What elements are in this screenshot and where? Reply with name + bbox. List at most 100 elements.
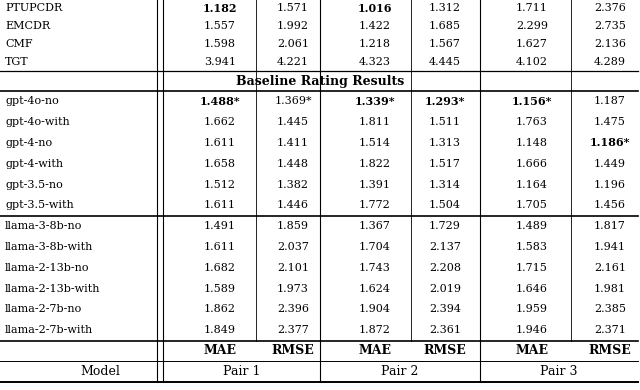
- Text: gpt-4-with: gpt-4-with: [5, 159, 63, 169]
- Text: 2.394: 2.394: [429, 304, 461, 314]
- Text: MAE: MAE: [515, 344, 548, 357]
- Text: 1.624: 1.624: [359, 284, 391, 294]
- Text: 1.658: 1.658: [204, 159, 236, 169]
- Text: 1.567: 1.567: [429, 39, 461, 50]
- Text: 1.512: 1.512: [204, 179, 236, 190]
- Text: Baseline Rating Results: Baseline Rating Results: [236, 74, 404, 88]
- Text: 1.811: 1.811: [359, 117, 391, 127]
- Text: 1.946: 1.946: [516, 325, 548, 335]
- Text: 1.156*: 1.156*: [512, 96, 552, 107]
- Text: MAE: MAE: [358, 344, 392, 357]
- Text: 1.164: 1.164: [516, 179, 548, 190]
- Text: 1.872: 1.872: [359, 325, 391, 335]
- Text: 1.822: 1.822: [359, 159, 391, 169]
- Text: 1.715: 1.715: [516, 263, 548, 273]
- Text: Pair 2: Pair 2: [381, 365, 419, 378]
- Text: 1.904: 1.904: [359, 304, 391, 314]
- Text: 1.391: 1.391: [359, 179, 391, 190]
- Text: 1.729: 1.729: [429, 221, 461, 231]
- Text: 1.862: 1.862: [204, 304, 236, 314]
- Text: 3.941: 3.941: [204, 57, 236, 67]
- Text: 1.981: 1.981: [594, 284, 626, 294]
- Text: 1.589: 1.589: [204, 284, 236, 294]
- Text: 1.611: 1.611: [204, 200, 236, 210]
- Text: gpt-4o-no: gpt-4o-no: [5, 96, 59, 106]
- Text: 4.323: 4.323: [359, 57, 391, 67]
- Text: 4.102: 4.102: [516, 57, 548, 67]
- Text: 4.221: 4.221: [277, 57, 309, 67]
- Text: 1.218: 1.218: [359, 39, 391, 50]
- Text: 1.367: 1.367: [359, 221, 391, 231]
- Text: 1.682: 1.682: [204, 263, 236, 273]
- Text: 1.514: 1.514: [359, 138, 391, 148]
- Text: RMSE: RMSE: [271, 344, 314, 357]
- Text: 1.016: 1.016: [358, 3, 392, 14]
- Text: llama-2-7b-with: llama-2-7b-with: [5, 325, 93, 335]
- Text: 2.299: 2.299: [516, 21, 548, 32]
- Text: MAE: MAE: [204, 344, 237, 357]
- Text: RMSE: RMSE: [424, 344, 467, 357]
- Text: 2.376: 2.376: [594, 4, 626, 13]
- Text: 1.196: 1.196: [594, 179, 626, 190]
- Text: 1.583: 1.583: [516, 242, 548, 252]
- Text: 1.187: 1.187: [594, 96, 626, 106]
- Text: llama-3-8b-no: llama-3-8b-no: [5, 221, 83, 231]
- Text: gpt-4-no: gpt-4-no: [5, 138, 52, 148]
- Text: 1.627: 1.627: [516, 39, 548, 50]
- Text: PTUPCDR: PTUPCDR: [5, 4, 62, 13]
- Text: 4.445: 4.445: [429, 57, 461, 67]
- Text: 1.611: 1.611: [204, 242, 236, 252]
- Text: 1.711: 1.711: [516, 4, 548, 13]
- Text: 1.611: 1.611: [204, 138, 236, 148]
- Text: 1.411: 1.411: [277, 138, 309, 148]
- Text: 1.446: 1.446: [277, 200, 309, 210]
- Text: 1.598: 1.598: [204, 39, 236, 50]
- Text: 2.037: 2.037: [277, 242, 309, 252]
- Text: Model: Model: [80, 365, 120, 378]
- Text: EMCDR: EMCDR: [5, 21, 50, 32]
- Text: 1.685: 1.685: [429, 21, 461, 32]
- Text: gpt-3.5-with: gpt-3.5-with: [5, 200, 74, 210]
- Text: 1.489: 1.489: [516, 221, 548, 231]
- Text: 1.369*: 1.369*: [274, 96, 312, 106]
- Text: 1.992: 1.992: [277, 21, 309, 32]
- Text: 1.557: 1.557: [204, 21, 236, 32]
- Text: gpt-3.5-no: gpt-3.5-no: [5, 179, 63, 190]
- Text: 1.312: 1.312: [429, 4, 461, 13]
- Text: 1.772: 1.772: [359, 200, 391, 210]
- Text: 1.973: 1.973: [277, 284, 309, 294]
- Text: TGT: TGT: [5, 57, 29, 67]
- Text: 1.517: 1.517: [429, 159, 461, 169]
- Text: 2.161: 2.161: [594, 263, 626, 273]
- Text: 1.449: 1.449: [594, 159, 626, 169]
- Text: 2.208: 2.208: [429, 263, 461, 273]
- Text: CMF: CMF: [5, 39, 33, 50]
- Text: 1.662: 1.662: [204, 117, 236, 127]
- Text: 1.763: 1.763: [516, 117, 548, 127]
- Text: 2.136: 2.136: [594, 39, 626, 50]
- Text: 2.101: 2.101: [277, 263, 309, 273]
- Text: 1.959: 1.959: [516, 304, 548, 314]
- Text: 1.941: 1.941: [594, 242, 626, 252]
- Text: 1.475: 1.475: [594, 117, 626, 127]
- Text: Pair 3: Pair 3: [540, 365, 578, 378]
- Text: 1.313: 1.313: [429, 138, 461, 148]
- Text: 2.061: 2.061: [277, 39, 309, 50]
- Text: 2.396: 2.396: [277, 304, 309, 314]
- Text: 1.817: 1.817: [594, 221, 626, 231]
- Text: RMSE: RMSE: [589, 344, 632, 357]
- Text: 1.445: 1.445: [277, 117, 309, 127]
- Text: 1.859: 1.859: [277, 221, 309, 231]
- Text: 1.491: 1.491: [204, 221, 236, 231]
- Text: 1.422: 1.422: [359, 21, 391, 32]
- Text: 1.339*: 1.339*: [355, 96, 396, 107]
- Text: llama-2-13b-with: llama-2-13b-with: [5, 284, 100, 294]
- Text: 2.377: 2.377: [277, 325, 309, 335]
- Text: 1.504: 1.504: [429, 200, 461, 210]
- Text: 1.293*: 1.293*: [425, 96, 465, 107]
- Text: 2.019: 2.019: [429, 284, 461, 294]
- Text: llama-2-7b-no: llama-2-7b-no: [5, 304, 83, 314]
- Text: 1.743: 1.743: [359, 263, 391, 273]
- Text: 1.849: 1.849: [204, 325, 236, 335]
- Text: 2.735: 2.735: [594, 21, 626, 32]
